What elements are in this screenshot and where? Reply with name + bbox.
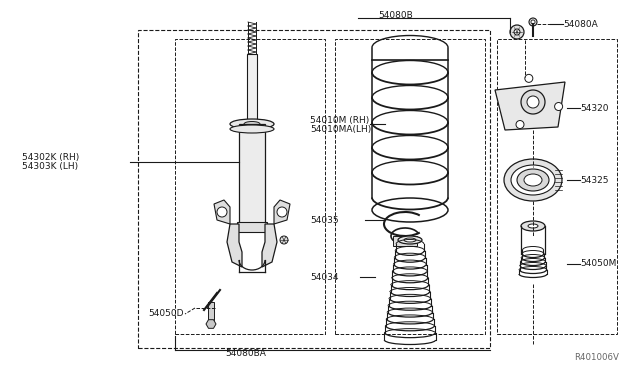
Circle shape bbox=[280, 236, 288, 244]
Bar bbox=[239, 124, 265, 224]
Text: 54302K (RH): 54302K (RH) bbox=[22, 153, 79, 161]
Circle shape bbox=[514, 29, 520, 35]
Text: 54035: 54035 bbox=[310, 215, 339, 224]
Polygon shape bbox=[495, 82, 565, 130]
Circle shape bbox=[277, 207, 287, 217]
Ellipse shape bbox=[528, 224, 538, 228]
Ellipse shape bbox=[230, 125, 274, 133]
Circle shape bbox=[516, 121, 524, 128]
Text: 54080A: 54080A bbox=[563, 19, 598, 29]
Circle shape bbox=[217, 207, 227, 217]
Circle shape bbox=[521, 90, 545, 114]
Circle shape bbox=[529, 18, 537, 26]
Text: 54325: 54325 bbox=[580, 176, 609, 185]
Text: 54320: 54320 bbox=[580, 103, 609, 112]
Polygon shape bbox=[262, 224, 277, 267]
Bar bbox=[138, 30, 490, 348]
Polygon shape bbox=[227, 224, 242, 267]
Bar bbox=[497, 39, 617, 334]
Circle shape bbox=[531, 20, 535, 24]
Circle shape bbox=[525, 74, 533, 82]
Bar bbox=[175, 39, 325, 334]
Text: 54010MA(LH): 54010MA(LH) bbox=[310, 125, 371, 134]
Text: 54050M: 54050M bbox=[580, 260, 616, 269]
Circle shape bbox=[510, 25, 524, 39]
Bar bbox=[335, 39, 485, 334]
Ellipse shape bbox=[230, 119, 274, 129]
Bar bbox=[237, 222, 267, 232]
Text: 54010M (RH): 54010M (RH) bbox=[310, 115, 369, 125]
Ellipse shape bbox=[404, 238, 416, 242]
Text: 54034: 54034 bbox=[310, 273, 339, 282]
Circle shape bbox=[527, 96, 539, 108]
Text: 54050D: 54050D bbox=[148, 310, 184, 318]
Ellipse shape bbox=[504, 159, 562, 201]
Polygon shape bbox=[206, 320, 216, 328]
Text: R401006V: R401006V bbox=[574, 353, 619, 362]
Bar bbox=[393, 236, 417, 246]
Ellipse shape bbox=[521, 221, 545, 231]
Ellipse shape bbox=[244, 122, 260, 126]
Circle shape bbox=[555, 103, 563, 110]
Ellipse shape bbox=[517, 169, 549, 191]
Polygon shape bbox=[274, 200, 290, 224]
Text: 54080BA: 54080BA bbox=[225, 350, 266, 359]
Ellipse shape bbox=[511, 165, 555, 195]
Text: 54080B: 54080B bbox=[378, 10, 413, 19]
Ellipse shape bbox=[398, 236, 422, 244]
Ellipse shape bbox=[524, 174, 542, 186]
Text: 54303K (LH): 54303K (LH) bbox=[22, 161, 78, 170]
Polygon shape bbox=[214, 200, 230, 224]
Bar bbox=[247, 54, 257, 124]
Bar bbox=[208, 302, 214, 320]
